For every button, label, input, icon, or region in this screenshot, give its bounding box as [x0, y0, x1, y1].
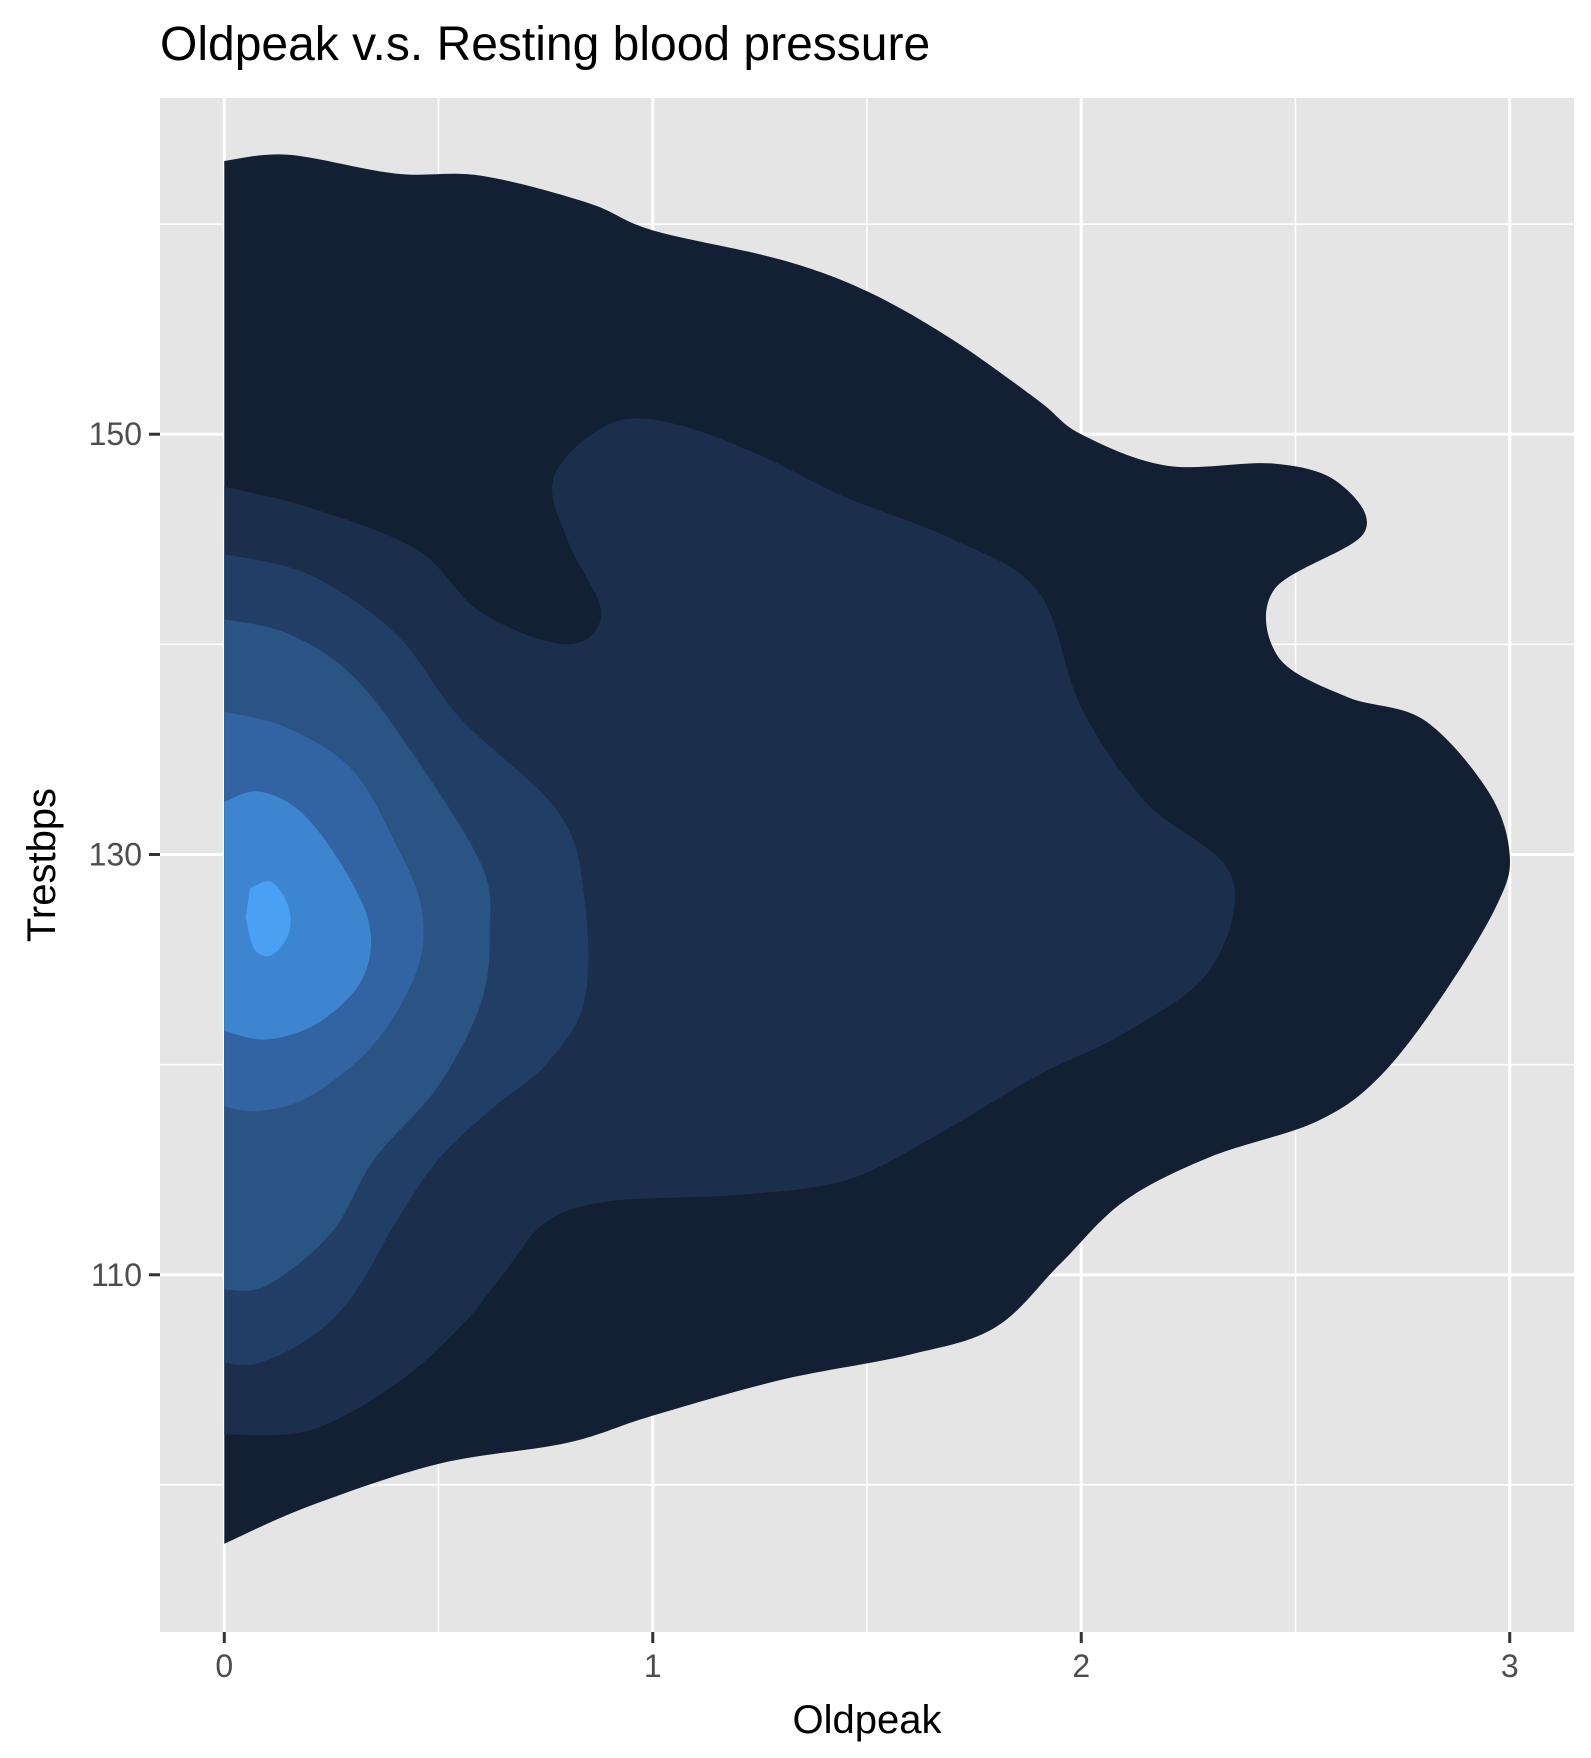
density-level-7 — [245, 881, 291, 957]
chart-title: Oldpeak v.s. Resting blood pressure — [160, 18, 930, 71]
y-axis: 110 130 150 — [89, 416, 160, 1293]
y-tick-label: 130 — [89, 836, 142, 872]
density-level-6 — [224, 791, 372, 1040]
x-tick-label: 3 — [1501, 1648, 1519, 1684]
density-level-2 — [224, 418, 1235, 1436]
x-axis-label: Oldpeak — [793, 1698, 943, 1742]
x-tick-label: 1 — [644, 1648, 662, 1684]
y-axis-label: Trestbps — [20, 788, 64, 942]
density-layers — [224, 154, 1511, 1544]
x-tick-label: 0 — [215, 1648, 233, 1684]
x-axis: 0 1 2 3 — [215, 1632, 1519, 1684]
y-tick-label: 110 — [91, 1257, 142, 1293]
y-tick-label: 150 — [89, 416, 142, 452]
x-tick-label: 2 — [1072, 1648, 1090, 1684]
